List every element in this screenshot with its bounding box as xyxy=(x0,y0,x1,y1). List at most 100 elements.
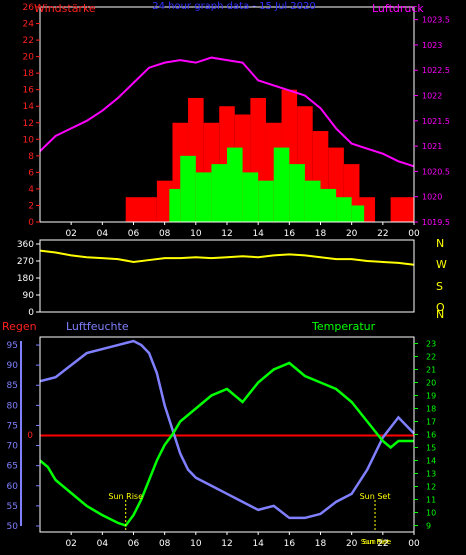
panel3-time-ticks: 02 04 06 08 10 12 14 16 18 20 22 00 xyxy=(65,532,420,549)
time-tick-label: 14 xyxy=(252,229,264,239)
wind-tick-label: 10 xyxy=(23,135,35,145)
wind-direction-line xyxy=(39,249,415,266)
wind-tick-label: 6 xyxy=(28,168,34,178)
wind-bars xyxy=(169,147,365,222)
temperature-tick-label: 22 xyxy=(426,353,436,362)
wind-bar xyxy=(180,155,196,222)
time-tick-label: 10 xyxy=(190,539,202,549)
wind-tick-label: 4 xyxy=(28,185,34,195)
temperature-tick-label: 18 xyxy=(426,405,436,414)
humidity-tick-label: 55 xyxy=(7,502,18,512)
time-tick-label: 10 xyxy=(190,229,202,239)
humidity-tick-label: 50 xyxy=(7,522,19,532)
humidity-tick-label: 60 xyxy=(7,482,19,492)
sun-time-tag: Sun Set xyxy=(362,538,389,546)
temperature-tick-label: 14 xyxy=(426,457,436,466)
gust-bar xyxy=(156,180,173,222)
temperature-tick-label: 17 xyxy=(426,418,436,427)
degree-tick-label: 90 xyxy=(23,291,35,301)
chart-title: 24 hour graph data - 15 Jul 2020 xyxy=(152,1,316,12)
time-tick-label: 12 xyxy=(221,539,232,549)
time-tick-label: 16 xyxy=(284,229,296,239)
wind-tick-label: 20 xyxy=(23,53,35,63)
temperature-tick-label: 21 xyxy=(426,366,436,375)
panel2-frame xyxy=(39,239,415,313)
temperature-line xyxy=(39,361,414,527)
wind-bar xyxy=(351,205,365,222)
wind-tick-label: 22 xyxy=(23,36,34,46)
wind-bar xyxy=(289,164,305,222)
gust-bar xyxy=(125,197,157,222)
temperature-tick-label: 15 xyxy=(426,444,436,453)
wind-tick-label: 14 xyxy=(23,102,35,112)
panel1-time-ticks: 02 04 06 08 10 12 14 16 18 20 22 00 xyxy=(65,222,420,239)
temperature-tick-label: 20 xyxy=(426,379,436,388)
time-tick-label: 04 xyxy=(97,539,109,549)
temperature-tick-label: 23 xyxy=(426,340,436,349)
time-tick-label: 20 xyxy=(346,539,358,549)
temperature-tick-label: 12 xyxy=(426,483,436,492)
pressure-tick-label: 1020.5 xyxy=(422,167,450,176)
time-tick-label: 08 xyxy=(159,539,171,549)
time-tick-label: 06 xyxy=(128,539,140,549)
rain-axis-title: Regen xyxy=(2,320,37,333)
humidity-axis-title: Luftfeuchte xyxy=(66,320,129,333)
time-tick-label: 04 xyxy=(97,229,109,239)
humidity-axis-ticks: 50 55 60 65 70 75 80 85 90 95 xyxy=(7,341,40,532)
gust-bar xyxy=(390,197,414,222)
pressure-axis-ticks: 1019.5 1020 1020.5 1021 1021.5 1022 1022.5 1023… xyxy=(414,16,450,227)
pressure-tick-label: 1019.5 xyxy=(422,218,450,227)
humidity-tick-label: 65 xyxy=(7,462,18,472)
humidity-tick-label: 80 xyxy=(7,401,19,411)
time-tick-label: 12 xyxy=(221,229,232,239)
wind-bar xyxy=(211,164,227,222)
wind-tick-label: 12 xyxy=(23,119,34,129)
pressure-tick-label: 1023 xyxy=(422,41,442,50)
temperature-tick-label: 19 xyxy=(426,392,436,401)
pressure-tick-label: 1022.5 xyxy=(422,66,450,75)
time-tick-label: 00 xyxy=(408,229,420,239)
degree-tick-label: 180 xyxy=(17,274,34,284)
wind-bar xyxy=(227,147,243,222)
sunrise-label: Sun Rise xyxy=(108,492,143,501)
compass-label: W xyxy=(436,258,447,271)
temperature-axis-title: Temperatur xyxy=(311,320,376,333)
wind-bar xyxy=(242,172,259,222)
compass-label: N xyxy=(436,237,444,250)
temperature-tick-label: 11 xyxy=(426,496,436,505)
temperature-tick-label: 9 xyxy=(426,522,431,531)
wind-bar xyxy=(258,180,274,222)
time-tick-label: 02 xyxy=(65,229,76,239)
pressure-tick-label: 1023.5 xyxy=(422,16,450,25)
compass-label: S xyxy=(436,280,443,293)
temperature-axis-ticks: 9 10 11 12 13 14 15 16 17 18 19 20 21 22 23 xyxy=(414,340,436,531)
compass-label: N xyxy=(436,308,444,321)
pressure-axis-title: Luftdruck xyxy=(372,2,424,15)
time-tick-label: 22 xyxy=(377,539,388,549)
degree-tick-label: 0 xyxy=(28,308,34,318)
humidity-tick-label: 85 xyxy=(7,381,18,391)
wind-bar xyxy=(273,147,290,222)
wind-bar xyxy=(336,197,352,222)
degree-tick-label: 360 xyxy=(17,240,34,250)
humidity-tick-label: 75 xyxy=(7,421,18,431)
wind-tick-label: 16 xyxy=(23,86,35,96)
pressure-tick-label: 1021.5 xyxy=(422,117,450,126)
temperature-tick-label: 13 xyxy=(426,470,436,479)
wind-tick-label: 24 xyxy=(23,20,35,30)
wind-tick-label: 26 xyxy=(23,3,35,13)
wind-tick-label: 2 xyxy=(28,201,34,211)
humidity-tick-label: 95 xyxy=(7,341,18,351)
pressure-line xyxy=(39,56,415,168)
sunset-label: Sun Set xyxy=(360,492,391,501)
humidity-tick-label: 70 xyxy=(7,442,19,452)
time-tick-label: 08 xyxy=(159,229,171,239)
compass-label: O xyxy=(436,301,445,314)
panel3-frame xyxy=(39,336,415,533)
time-tick-label: 16 xyxy=(284,539,296,549)
time-tick-label: 02 xyxy=(65,539,76,549)
